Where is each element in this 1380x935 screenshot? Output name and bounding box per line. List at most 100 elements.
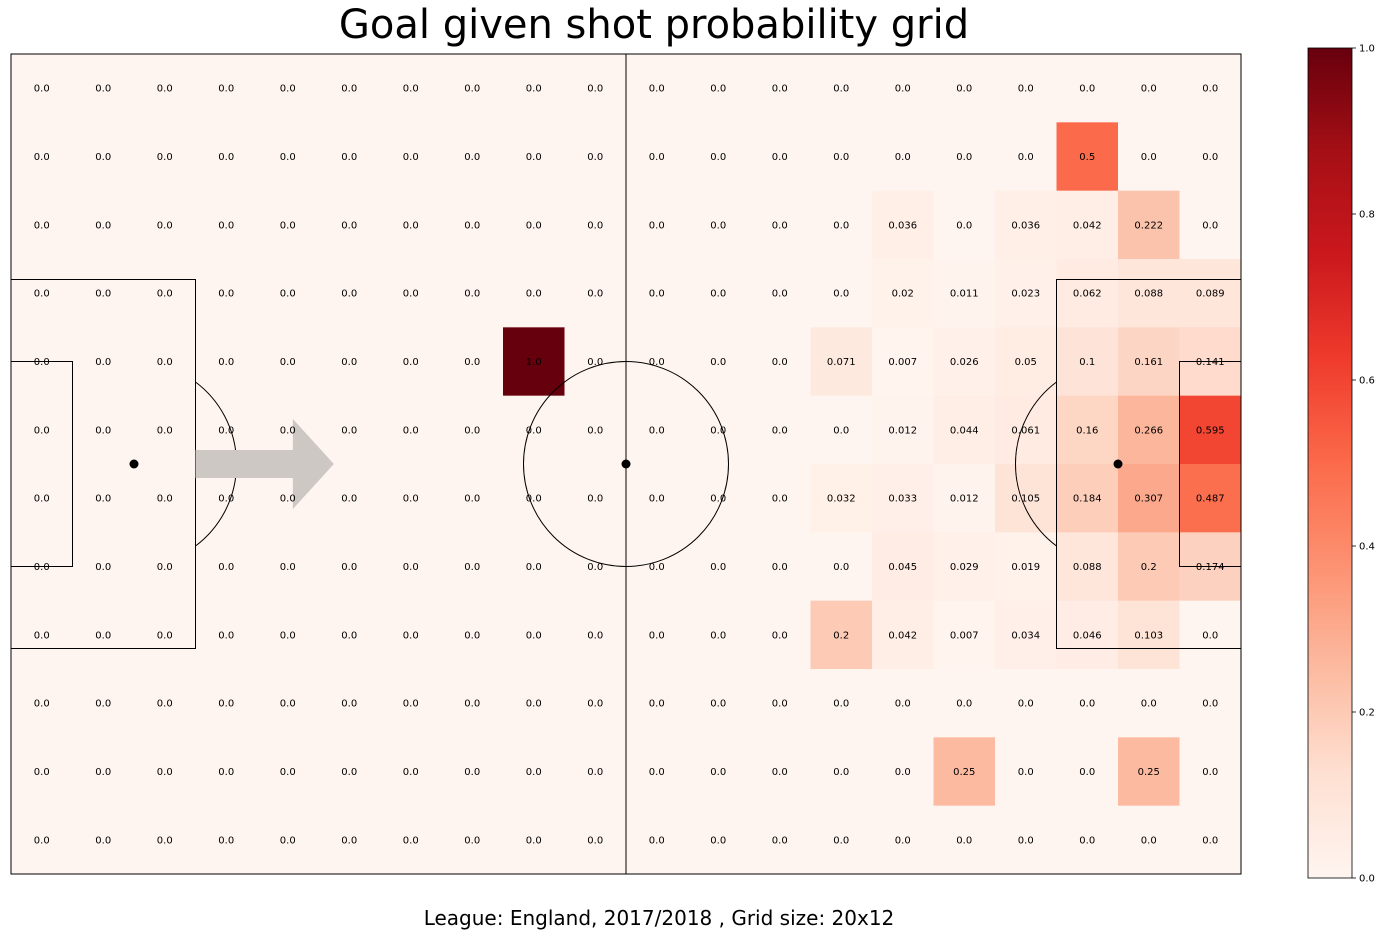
cell-value-label: 0.0 (403, 425, 419, 436)
cell-value-label: 0.007 (888, 357, 917, 368)
heatmap-cell (749, 532, 811, 602)
cell-value-label: 0.033 (888, 494, 917, 505)
heatmap-cell (872, 190, 934, 260)
cell-value-label: 0.5 (1079, 152, 1095, 163)
heatmap-cell (11, 737, 73, 807)
cell-value-label: 0.0 (710, 835, 726, 846)
heatmap-cell (749, 669, 811, 738)
cell-value-label: 0.0 (895, 767, 911, 778)
heatmap-cell (1056, 737, 1119, 807)
cell-value-label: 0.0 (649, 357, 665, 368)
cell-value-label: 0.0 (587, 425, 603, 436)
heatmap-cell (1056, 532, 1119, 602)
cell-value-label: 0.0 (34, 630, 50, 641)
heatmap-cell (72, 805, 135, 875)
heatmap-cell (134, 464, 196, 533)
cell-value-label: 0.0 (710, 562, 726, 573)
heatmap-cell (626, 464, 688, 533)
cell-value-label: 0.0 (1018, 152, 1034, 163)
heatmap-cell (441, 737, 504, 807)
cell-value-label: 0.0 (526, 630, 542, 641)
heatmap-cell (872, 805, 934, 875)
heatmap-cell (995, 464, 1057, 533)
cell-value-label: 0.0 (464, 152, 480, 163)
cell-value-label: 0.0 (587, 562, 603, 573)
heatmap-cell (441, 395, 504, 465)
cell-value-label: 0.0 (587, 630, 603, 641)
cell-value-label: 0.0 (34, 494, 50, 505)
heatmap-cell (1179, 805, 1242, 875)
cell-value-label: 0.0 (464, 289, 480, 300)
cell-value-label: 0.0 (1141, 699, 1157, 710)
cell-value-label: 0.0 (649, 152, 665, 163)
heatmap-cell (1118, 737, 1180, 807)
cell-value-label: 0.0 (218, 699, 234, 710)
cell-value-label: 0.0 (895, 835, 911, 846)
cell-value-label: 0.0 (526, 767, 542, 778)
cell-value-label: 0.0 (1079, 699, 1095, 710)
cell-value-label: 0.0 (1018, 84, 1034, 95)
cell-value-label: 0.0 (341, 357, 357, 368)
cell-value-label: 0.0 (464, 630, 480, 641)
heatmap-cell (318, 600, 381, 670)
cell-value-label: 0.0 (526, 562, 542, 573)
heatmap-cell (11, 805, 73, 875)
cell-value-label: 0.0 (772, 357, 788, 368)
cell-value-label: 0.2 (833, 630, 849, 641)
cell-value-label: 0.0 (895, 152, 911, 163)
heatmap-cell (72, 464, 135, 533)
cell-value-label: 0.0 (403, 289, 419, 300)
cell-value-label: 0.036 (1011, 220, 1040, 231)
cell-value-label: 0.0 (649, 425, 665, 436)
heatmap-cell (749, 259, 811, 328)
heatmap-cell (995, 737, 1057, 807)
cell-value-label: 0.0 (34, 220, 50, 231)
heatmap-cell (318, 805, 381, 875)
cell-value-label: 0.0 (1202, 84, 1218, 95)
cell-value-label: 0.0 (95, 289, 111, 300)
cell-value-label: 0.0 (34, 84, 50, 95)
heatmap-cell (872, 600, 934, 670)
cell-value-label: 0.0 (157, 425, 173, 436)
heatmap-cell (564, 395, 627, 465)
heatmap-cell (380, 737, 442, 807)
cell-value-label: 0.0 (587, 767, 603, 778)
heatmap-cell (933, 327, 996, 397)
centre-spot (621, 459, 631, 469)
cell-value-label: 0.0 (280, 289, 296, 300)
cell-value-label: 0.174 (1196, 562, 1225, 573)
heatmap-cell (503, 805, 565, 875)
cell-value-label: 0.0 (833, 562, 849, 573)
heatmap-cell (626, 259, 688, 328)
heatmap-cell (441, 54, 504, 123)
cell-value-label: 0.16 (1076, 425, 1098, 436)
heatmap-cell (810, 532, 873, 602)
cell-value-label: 0.0 (95, 357, 111, 368)
cell-value-label: 0.0 (833, 425, 849, 436)
cell-value-label: 0.0 (157, 357, 173, 368)
cell-value-label: 0.036 (888, 220, 917, 231)
cell-value-label: 0.487 (1196, 494, 1225, 505)
heatmap-cell (134, 122, 196, 192)
cell-value-label: 0.0 (34, 699, 50, 710)
colorbar: 0.0 0.2 0.4 0.6 0.8 1.0 (1307, 44, 1375, 885)
heatmap-cell (872, 464, 934, 533)
heatmap-cell (11, 54, 73, 123)
right-penalty-spot (1113, 459, 1123, 469)
heatmap-cell (318, 669, 381, 738)
cell-value-label: 0.0 (895, 84, 911, 95)
heatmap-cell (195, 54, 258, 123)
cell-value-label: 0.0 (341, 425, 357, 436)
heatmap-cell (995, 190, 1057, 260)
colorbar-tick-label: 1.0 (1359, 44, 1375, 55)
heatmap-cell (1118, 190, 1180, 260)
cell-value-label: 0.0 (341, 562, 357, 573)
heatmap-cell (995, 259, 1057, 328)
heatmap-cell (11, 122, 73, 192)
heatmap-cell (810, 805, 873, 875)
cell-value-label: 0.0 (772, 835, 788, 846)
heatmap-cell (749, 395, 811, 465)
cell-value-label: 0.0 (1018, 699, 1034, 710)
heatmap-cell (1056, 395, 1119, 465)
